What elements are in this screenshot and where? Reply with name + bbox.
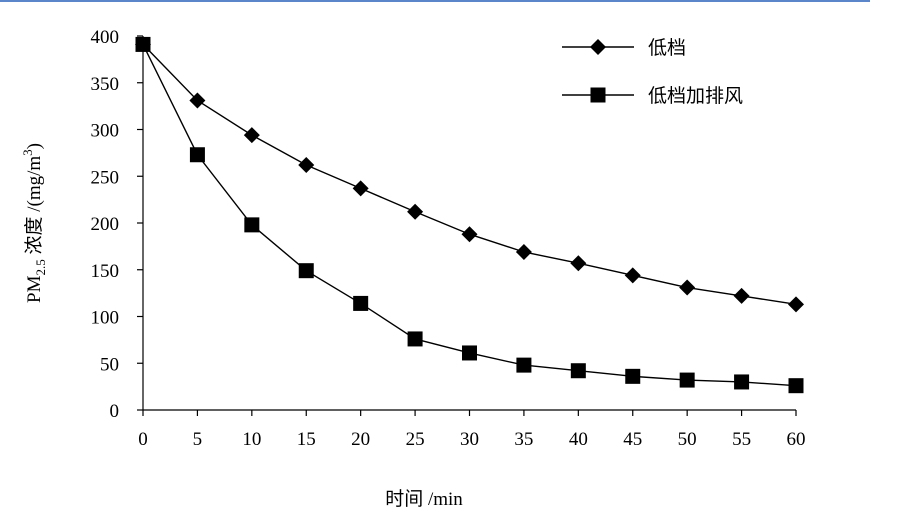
data-point-diamond [243,127,260,144]
data-point-diamond [189,92,206,109]
y-axis-ticks: 0 50 100 150 200 250 300 350 400 [91,27,143,422]
data-point-diamond [461,226,478,243]
x-tick-label: 25 [406,429,425,450]
data-point-diamond [624,267,641,284]
legend-marker-diamond [590,39,606,55]
x-tick-label: 5 [193,429,203,450]
data-point-diamond [298,157,315,174]
legend-label: 低档加排风 [648,85,743,107]
x-tick-label: 30 [460,429,479,450]
legend-label: 低档 [648,37,686,59]
data-point-square [298,263,314,279]
data-point-diamond [679,279,696,296]
data-point-diamond [352,180,369,197]
y-tick-label: 150 [91,261,120,282]
data-point-square [516,357,532,373]
series-low-gear-exhaust [135,36,804,394]
data-point-diamond [407,203,424,220]
y-tick-label: 350 [91,74,120,95]
x-tick-label: 15 [297,429,316,450]
x-tick-label: 60 [787,429,806,450]
x-tick-label: 10 [242,429,261,450]
data-point-diamond [733,287,750,304]
y-axis-title: PM2.5 浓度 /(mg/m3) [20,143,48,303]
series-layer [135,36,804,394]
y-axis-title-prefix: PM [24,275,45,303]
y-axis-title-suffix: ) [24,143,45,149]
series-line [142,43,797,306]
data-point-square [462,345,477,361]
data-point-square [135,36,151,52]
top-accent-rule [0,0,870,2]
data-point-square [353,295,369,311]
data-point-square [788,378,804,394]
data-point-square [679,372,695,388]
y-axis-title-superscript: 3 [20,149,35,156]
y-axis-title-subscript: 2.5 [33,259,48,275]
x-tick-label: 40 [569,429,588,450]
y-tick-label: 400 [91,27,120,48]
x-tick-label: 55 [732,429,751,450]
x-tick-label: 20 [351,429,370,450]
y-tick-label: 300 [91,121,120,142]
data-point-square [189,147,205,163]
y-tick-label: 200 [91,214,120,235]
x-tick-label: 45 [623,429,642,450]
y-axis-title-middle: 浓度 /(mg/m [23,156,45,260]
y-tick-label: 100 [91,308,120,329]
legend-marker-square [590,87,606,103]
x-axis-title: 时间 /min [385,488,463,510]
data-point-diamond [788,296,804,313]
y-tick-label: 0 [110,401,120,422]
data-point-diamond [570,255,587,272]
series-low-gear [135,36,804,313]
data-point-square [625,368,641,384]
x-tick-label: 50 [678,429,697,450]
data-point-square [244,217,260,233]
x-axis-ticks: 0 5 10 15 20 25 30 35 40 45 50 55 60 [138,410,806,450]
data-point-square [734,374,750,390]
y-tick-label: 250 [91,167,120,188]
data-point-square [570,363,586,379]
data-point-square [407,331,423,347]
x-tick-label: 0 [138,429,148,450]
y-tick-label: 50 [100,354,119,375]
data-point-diamond [515,243,532,260]
x-tick-label: 35 [514,429,533,450]
